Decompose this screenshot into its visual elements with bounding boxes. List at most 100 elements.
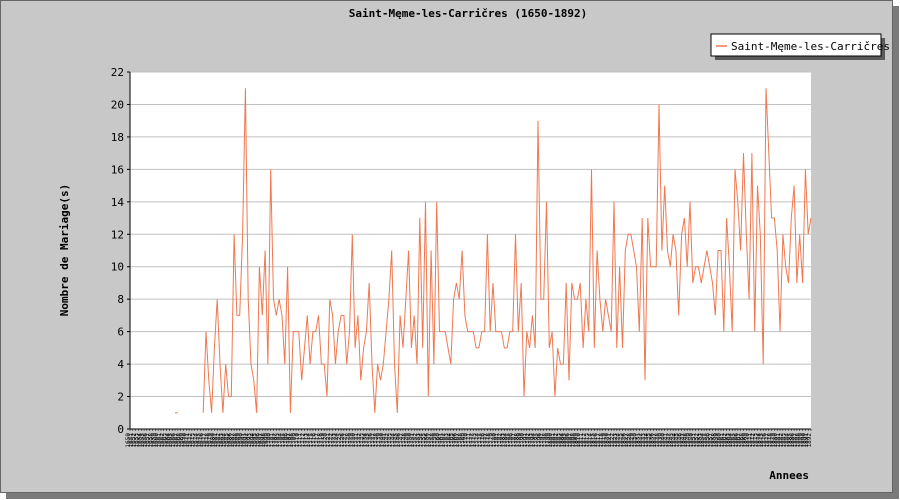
x-tick-label: 1870 (744, 433, 751, 448)
x-tick-label: 1805 (561, 433, 568, 448)
x-tick-label: 1796 (536, 433, 543, 448)
x-tick-label: 1675 (195, 433, 202, 448)
x-tick-label: 1884 (783, 433, 790, 448)
x-tick-label: 1731 (353, 433, 360, 448)
x-tick-label: 1724 (333, 433, 340, 448)
x-tick-label: 1839 (657, 433, 664, 448)
x-tick-label: 1889 (798, 433, 805, 448)
x-tick-label: 1763 (443, 433, 450, 448)
x-tick-label: 1886 (789, 433, 796, 448)
x-tick-label: 1831 (634, 433, 641, 448)
x-tick-label: 1671 (184, 433, 191, 448)
x-tick-label: 1683 (218, 433, 225, 448)
x-tick-label: 1697 (257, 433, 264, 448)
x-tick-label: 1869 (741, 433, 748, 448)
legend-box (710, 33, 882, 57)
x-tick-label: 1824 (615, 433, 622, 448)
x-tick-label: 1667 (173, 433, 180, 448)
x-tick-label: 1780 (491, 433, 498, 448)
y-tick-label: 6 (117, 326, 124, 339)
x-tick-label: 1856 (705, 433, 712, 448)
y-tick-label: 0 (117, 423, 124, 436)
x-tick-label: 1836 (648, 433, 655, 448)
x-tick-label: 1734 (361, 433, 368, 448)
x-tick-label: 1828 (626, 433, 633, 448)
x-tick-label: 1687 (229, 433, 236, 448)
x-tick-label: 1809 (572, 433, 579, 448)
x-tick-label: 1827 (623, 433, 630, 448)
x-tick-label: 1783 (499, 433, 506, 448)
x-tick-label: 1830 (632, 433, 639, 448)
x-tick-label: 1660 (153, 433, 160, 448)
x-tick-label: 1798 (541, 433, 548, 448)
x-tick-label: 1710 (294, 433, 301, 448)
x-tick-label: 1716 (311, 433, 318, 448)
x-tick-label: 1661 (156, 433, 163, 448)
x-tick-label: 1674 (193, 433, 200, 448)
x-tick-label: 1712 (299, 433, 306, 448)
x-tick-label: 1775 (477, 433, 484, 448)
x-tick-label: 1766 (451, 433, 458, 448)
x-tick-label: 1858 (710, 433, 717, 448)
x-tick-label: 1862 (722, 433, 729, 448)
x-tick-label: 1728 (344, 433, 351, 448)
x-tick-label: 1876 (761, 433, 768, 448)
x-tick-label: 1764 (446, 433, 453, 448)
x-tick-label: 1867 (736, 433, 743, 448)
x-tick-label: 1684 (221, 433, 228, 448)
x-tick-label: 1653 (133, 433, 140, 448)
x-tick-label: 1818 (598, 433, 605, 448)
x-tick-label: 1853 (696, 433, 703, 448)
x-tick-label: 1837 (651, 433, 658, 448)
x-tick-label: 1863 (724, 433, 731, 448)
x-tick-label: 1846 (677, 433, 684, 448)
x-tick-label: 1781 (494, 433, 501, 448)
x-tick-label: 1680 (209, 433, 216, 448)
y-tick-label: 20 (111, 98, 124, 111)
x-tick-label: 1725 (336, 433, 343, 448)
x-tick-label: 1879 (769, 433, 776, 448)
x-tick-label: 1786 (508, 433, 515, 448)
x-tick-label: 1745 (392, 433, 399, 448)
x-tick-label: 1808 (570, 433, 577, 448)
x-tick-label: 1747 (398, 433, 405, 448)
x-tick-label: 1851 (691, 433, 698, 448)
y-tick-label: 8 (117, 293, 124, 306)
series-layer (175, 88, 812, 414)
x-tick-label: 1739 (375, 433, 382, 448)
x-tick-label: 1890 (800, 433, 807, 448)
x-tick-label: 1875 (758, 433, 765, 448)
x-tick-label: 1752 (412, 433, 419, 448)
x-tick-label: 1696 (254, 433, 261, 448)
x-tick-label: 1751 (409, 433, 416, 448)
x-tick-label: 1650 (125, 433, 132, 448)
x-tick-label: 1888 (795, 433, 802, 448)
x-tick-label: 1823 (612, 433, 619, 448)
x-tick-label: 1668 (176, 433, 183, 448)
x-tick-label: 1717 (314, 433, 321, 448)
x-tick-label: 1669 (178, 433, 185, 448)
x-tick-label: 1845 (674, 433, 681, 448)
y-tick-label: 10 (111, 261, 124, 274)
x-tick-label: 1742 (384, 433, 391, 448)
x-tick-label: 1857 (708, 433, 715, 448)
x-tick-label: 1756 (423, 433, 430, 448)
x-tick-label: 1767 (454, 433, 461, 448)
x-tick-label: 1651 (128, 433, 135, 448)
x-tick-label: 1708 (288, 433, 295, 448)
x-tick-label: 1871 (747, 433, 754, 448)
x-tick-label: 1711 (297, 433, 304, 448)
x-tick-label: 1768 (457, 433, 464, 448)
x-tick-label: 1801 (550, 433, 557, 448)
y-tick-label: 22 (111, 66, 124, 79)
x-tick-label: 1657 (145, 433, 152, 448)
x-tick-label: 1820 (603, 433, 610, 448)
x-tick-label: 1772 (468, 433, 475, 448)
x-tick-label: 1691 (240, 433, 247, 448)
x-tick-label: 1802 (553, 433, 560, 448)
x-tick-label: 1769 (460, 433, 467, 448)
x-tick-label: 1883 (781, 433, 788, 448)
x-tick-label: 1885 (786, 433, 793, 448)
y-tick-label: 16 (111, 163, 124, 176)
